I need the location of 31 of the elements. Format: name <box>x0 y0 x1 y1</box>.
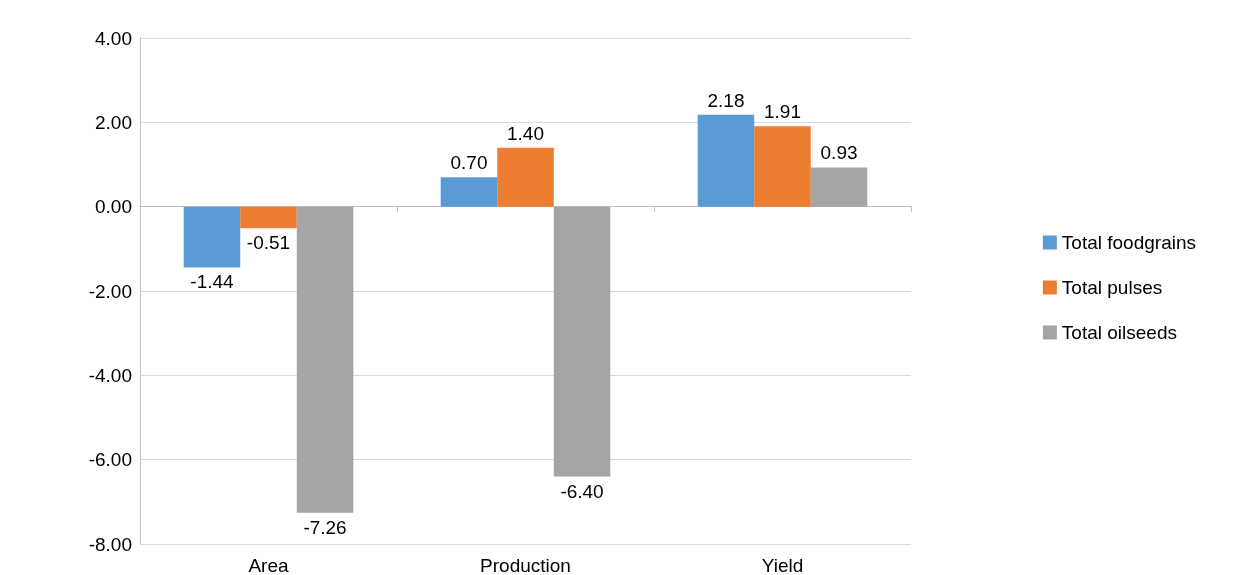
y-tick-label: -8.00 <box>88 533 132 555</box>
bar <box>697 114 755 207</box>
x-tick-label: Production <box>480 555 571 575</box>
legend-label: Total oilseeds <box>1061 322 1177 343</box>
y-tick-label: 0.00 <box>95 196 132 218</box>
y-tick-label: 2.00 <box>95 111 132 133</box>
legend-label: Total pulses <box>1061 277 1163 298</box>
x-tick-label: Area <box>248 555 289 575</box>
data-label: -6.40 <box>560 480 604 502</box>
y-tick-label: 4.00 <box>95 27 132 49</box>
bar <box>553 206 611 477</box>
data-label: -1.44 <box>190 271 235 293</box>
x-tick-label: Yield <box>761 555 804 575</box>
data-label: 1.91 <box>764 101 801 123</box>
bar <box>296 206 354 513</box>
data-label: 2.18 <box>707 89 745 111</box>
y-tick-label: -2.00 <box>88 280 132 302</box>
legend-label: Total foodgrains <box>1061 232 1197 253</box>
data-label: -0.51 <box>246 232 291 254</box>
data-label: -7.26 <box>303 516 347 538</box>
y-tick-label: -6.00 <box>88 449 132 471</box>
bar <box>183 206 241 268</box>
y-tick-label: -4.00 <box>88 364 132 386</box>
bar <box>240 206 297 229</box>
data-label: 1.40 <box>507 122 544 144</box>
bar <box>440 177 498 207</box>
bar <box>754 126 811 207</box>
bar <box>497 147 554 207</box>
bar <box>810 167 868 207</box>
data-label: 0.93 <box>820 142 858 164</box>
data-label: 0.70 <box>450 152 488 174</box>
